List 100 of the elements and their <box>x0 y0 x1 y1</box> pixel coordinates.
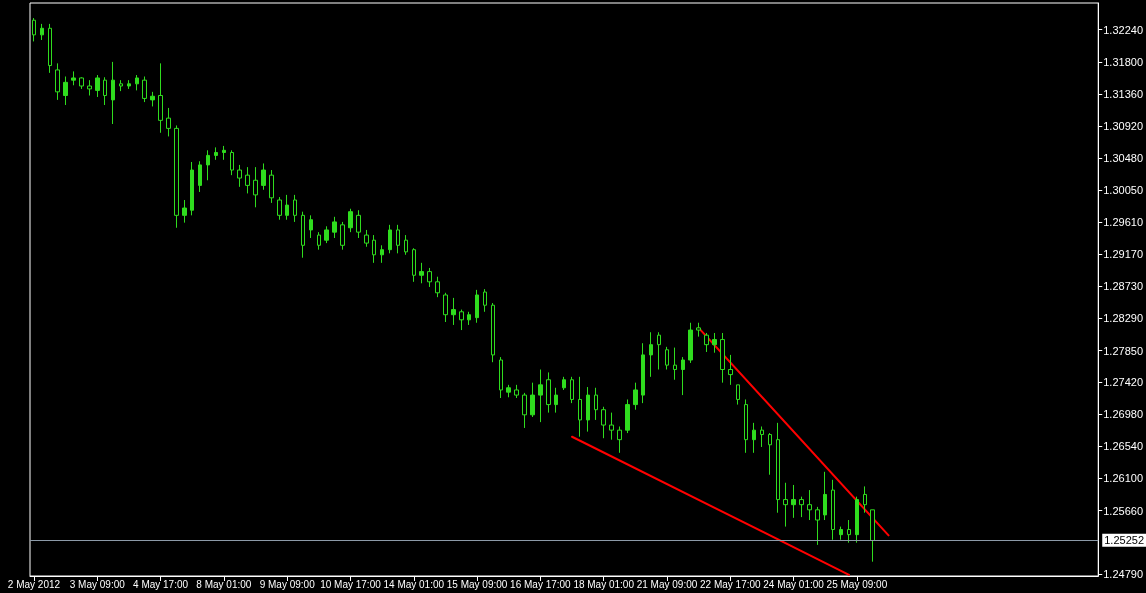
candlestick <box>427 267 432 288</box>
candlestick <box>356 209 361 239</box>
candlestick <box>776 422 780 514</box>
y-tick-label: 1.26540 <box>1103 440 1143 453</box>
y-tick-label: 1.28290 <box>1103 312 1143 325</box>
candlestick <box>696 322 701 338</box>
candlestick <box>32 17 36 42</box>
candlestick <box>190 161 194 216</box>
candlestick <box>467 311 471 326</box>
candlestick <box>412 247 416 283</box>
candlestick <box>174 124 179 229</box>
candlestick <box>823 471 827 521</box>
candlestick <box>783 482 788 528</box>
y-tick-label: 1.32240 <box>1103 23 1143 36</box>
candlestick <box>681 356 685 396</box>
x-tick-label: 24 May 01:00 <box>763 578 825 590</box>
candlestick <box>142 76 147 103</box>
candlestick <box>673 347 677 381</box>
candlestick <box>40 23 44 41</box>
candlestick <box>309 214 313 239</box>
candlestick <box>752 422 756 454</box>
y-tick-label: 1.31360 <box>1103 88 1143 101</box>
candlestick <box>609 412 614 441</box>
candlestick <box>807 489 812 521</box>
candlestick <box>135 74 139 91</box>
y-tick-label: 1.30920 <box>1103 120 1143 133</box>
y-tick-label: 1.29170 <box>1103 248 1143 261</box>
y-tick-label: 1.31800 <box>1103 55 1143 68</box>
candlestick <box>332 216 337 239</box>
candlestick <box>71 70 76 86</box>
candlestick <box>79 76 84 90</box>
candlestick <box>657 331 661 371</box>
x-tick-label: 15 May 09:00 <box>446 578 508 590</box>
candlestick <box>348 208 353 233</box>
candlestick <box>617 426 622 454</box>
candlestick <box>491 302 495 363</box>
y-tick-label: 1.30480 <box>1103 152 1143 165</box>
candlestick <box>538 369 543 423</box>
candlestick <box>625 398 630 434</box>
candlestick <box>103 76 107 106</box>
candlestick <box>63 76 68 106</box>
candlestick <box>791 484 796 519</box>
candlestick <box>578 376 582 438</box>
candlestick <box>245 166 250 194</box>
x-tick-label: 22 May 17:00 <box>699 578 762 590</box>
candlestick <box>704 332 709 353</box>
candlestick <box>419 262 424 284</box>
candlestick <box>688 322 693 364</box>
candlestick <box>364 229 369 248</box>
candlestick <box>847 519 851 544</box>
candlestick <box>483 288 487 313</box>
candlestick <box>435 276 440 298</box>
x-tick-label: 3 May 09:00 <box>69 578 126 590</box>
candlestick <box>372 234 376 264</box>
candlestick <box>166 107 171 137</box>
candlestick <box>649 331 653 378</box>
candlestick <box>119 79 123 92</box>
candlestick <box>633 382 638 411</box>
candlestick <box>554 387 558 414</box>
candlestick <box>158 62 163 134</box>
candlestick <box>317 231 321 251</box>
candlestick <box>815 506 820 546</box>
candlestick <box>459 309 464 331</box>
candlestick <box>253 166 258 208</box>
candlestick <box>451 297 456 326</box>
candlestick <box>380 244 384 264</box>
candlestick <box>712 332 717 354</box>
candlestick <box>665 346 669 371</box>
candlestick <box>744 398 748 454</box>
candlestick <box>499 356 503 399</box>
candlestick <box>728 354 733 386</box>
x-tick-label: 4 May 17:00 <box>133 578 189 590</box>
candlestick <box>641 342 645 404</box>
candlestick <box>222 145 226 161</box>
x-tick-label: 14 May 01:00 <box>383 578 445 590</box>
candlestick <box>293 194 297 223</box>
candlestick <box>182 199 187 224</box>
candlestick <box>768 432 772 476</box>
candlestick <box>324 225 329 244</box>
candlestick <box>301 211 305 259</box>
candlestick <box>562 376 566 391</box>
y-tick-label: 1.24790 <box>1103 568 1143 581</box>
candlestick <box>736 384 740 406</box>
candlestick <box>475 289 479 324</box>
candlestick <box>150 91 155 107</box>
x-tick-label: 8 May 01:00 <box>196 578 252 590</box>
candlestick <box>404 234 408 256</box>
y-tick-label: 1.27850 <box>1103 344 1143 357</box>
candlestick <box>863 485 867 514</box>
candlestick <box>586 386 590 433</box>
candlestick <box>269 169 274 204</box>
x-tick-label: 18 May 01:00 <box>573 578 635 590</box>
x-tick-label: 21 May 09:00 <box>636 578 698 590</box>
candlestick <box>514 384 519 399</box>
y-tick-label: 1.25660 <box>1103 504 1143 517</box>
y-tick-label: 1.26980 <box>1103 408 1143 421</box>
candlestick <box>546 371 551 414</box>
candlestick <box>285 194 289 221</box>
candlestick <box>594 387 598 421</box>
candlestick <box>48 23 52 74</box>
